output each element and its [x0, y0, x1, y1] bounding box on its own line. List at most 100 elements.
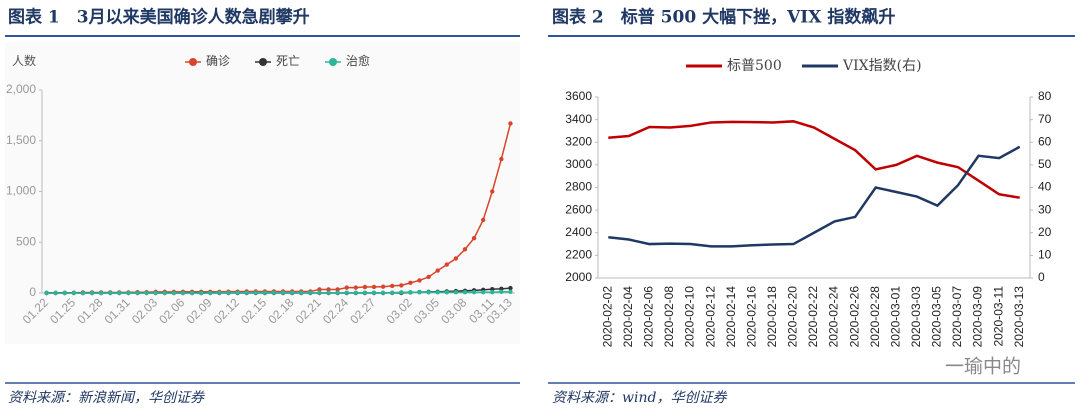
data-point: [280, 290, 286, 295]
data-point: [244, 290, 249, 295]
x-tick-label: 2020-02-26: [847, 286, 861, 348]
data-point: [390, 290, 395, 295]
data-point: [144, 290, 149, 296]
data-point: [490, 289, 495, 295]
source-note: 资料来源：wind，华创证券: [552, 390, 727, 406]
data-point: [471, 289, 477, 295]
data-point: [253, 290, 258, 295]
data-point: [208, 290, 213, 296]
data-point: [435, 268, 440, 273]
data-point: [62, 290, 67, 296]
x-tick-label: 2020-02-18: [765, 286, 779, 348]
y-tick-label: 500: [16, 234, 36, 248]
data-point: [408, 280, 413, 286]
legend-swatch: [259, 58, 267, 66]
legend-swatch: [329, 58, 337, 66]
x-tick-label: 2020-03-01: [888, 286, 902, 348]
data-point: [153, 290, 158, 296]
y-tick-label: 2400: [565, 225, 592, 239]
data-point: [44, 290, 49, 296]
series-line: [608, 120, 1020, 199]
data-point: [480, 289, 486, 295]
y2-tick-label: 80: [1038, 89, 1052, 103]
series-line: [46, 291, 511, 294]
y-tick-label: 2200: [565, 248, 592, 262]
data-point: [480, 217, 486, 223]
data-point: [426, 290, 431, 295]
data-point: [171, 290, 177, 296]
data-point: [426, 274, 431, 280]
y2-tick-label: 70: [1038, 112, 1052, 126]
y2-tick-label: 40: [1038, 180, 1052, 194]
data-point: [198, 290, 204, 296]
source-note: 资料来源：新浪新闻，华创证券: [8, 390, 205, 406]
data-point: [380, 290, 386, 295]
data-point: [471, 235, 477, 241]
data-point: [408, 290, 413, 295]
chart-title: 图表 1 3月以来美国确诊人数急剧攀升: [8, 7, 310, 28]
data-point: [217, 290, 222, 295]
data-point: [71, 290, 77, 296]
y-tick-label: 3000: [565, 157, 592, 171]
x-tick-label: 2020-03-11: [991, 286, 1005, 347]
data-point: [380, 284, 386, 289]
y-tick-label: 3400: [565, 112, 592, 126]
watermark: 一瑜中的: [945, 356, 1021, 378]
data-point: [299, 290, 304, 295]
data-point: [362, 284, 368, 290]
y2-tick-label: 10: [1038, 248, 1052, 262]
y-tick-label: 3600: [565, 89, 592, 103]
data-point: [162, 290, 167, 296]
data-point: [180, 290, 186, 296]
legend-label: 治愈: [346, 53, 370, 68]
y-tick-label: 2800: [565, 180, 592, 194]
x-tick-label: 2020-02-28: [868, 286, 882, 348]
legend-label: 死亡: [276, 54, 300, 68]
x-tick-label: 2020-02-06: [642, 286, 656, 348]
y-tick-label: 1,000: [6, 184, 36, 198]
data-point: [98, 290, 104, 296]
data-point: [317, 287, 322, 292]
data-point: [444, 290, 449, 295]
data-point: [189, 290, 195, 296]
data-point: [89, 290, 95, 296]
data-point: [126, 290, 131, 296]
data-point: [499, 156, 504, 162]
data-point: [308, 290, 313, 295]
data-point: [453, 256, 459, 261]
data-point: [462, 247, 468, 252]
data-point: [499, 289, 504, 294]
x-tick-label: 2020-03-09: [971, 286, 985, 348]
y2-tick-label: 30: [1038, 202, 1052, 216]
data-point: [444, 262, 449, 267]
data-point: [117, 290, 122, 296]
data-point: [271, 290, 277, 295]
data-point: [508, 285, 513, 291]
legend-swatch: [189, 58, 197, 66]
data-point: [344, 290, 349, 295]
data-point: [326, 287, 331, 292]
data-point: [508, 289, 513, 294]
x-tick-label: 2020-02-10: [683, 286, 697, 348]
y-tick-label: 2600: [565, 202, 592, 216]
y2-tick-label: 0: [1038, 270, 1045, 284]
data-point: [80, 290, 86, 296]
data-point: [135, 290, 140, 296]
chart-title: 图表 2 标普 500 大幅下挫，VIX 指数飙升: [552, 7, 895, 28]
x-tick-label: 2020-03-05: [930, 286, 944, 348]
legend-label: 确诊: [206, 54, 230, 68]
data-point: [462, 289, 468, 295]
x-tick-label: 2020-02-08: [662, 286, 676, 348]
y-tick-label: 2,000: [6, 82, 36, 96]
data-point: [399, 283, 404, 288]
x-tick-label: 2020-02-20: [786, 286, 800, 348]
x-tick-label: 2020-03-07: [950, 286, 964, 348]
data-point: [390, 283, 395, 289]
x-tick-label: 2020-02-16: [744, 286, 758, 348]
data-point: [326, 290, 331, 295]
y-tick-label: 0: [29, 285, 36, 299]
x-tick-label: 2020-02-24: [827, 286, 841, 348]
data-point: [53, 290, 58, 296]
data-point: [344, 285, 349, 290]
